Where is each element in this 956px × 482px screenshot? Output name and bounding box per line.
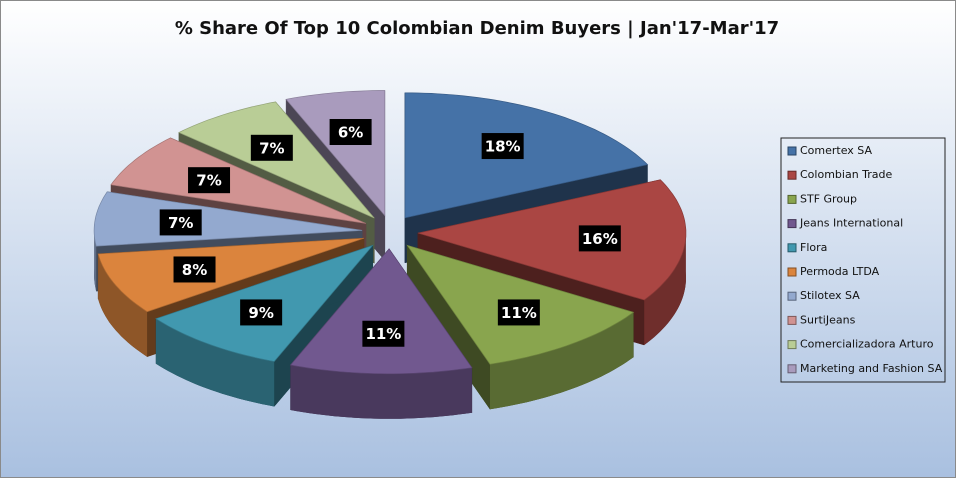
data-label: 18% [485,138,521,156]
slice-side [644,233,686,345]
slice-side [490,312,634,410]
data-label: 9% [248,304,273,322]
legend-swatch [787,291,797,301]
data-label-box [173,256,216,283]
data-label: 16% [582,230,618,248]
slice [289,248,473,375]
data-label-box [159,209,202,236]
slice-side [156,318,275,407]
legend-label: Comertex SA [800,144,872,157]
data-label: 7% [196,172,221,190]
slice [110,137,367,224]
legend-swatch [787,364,797,374]
data-label-box [362,320,405,347]
chart-title: % Share Of Top 10 Colombian Denim Buyers… [175,18,779,39]
legend-swatch [787,146,797,156]
slice [97,237,365,313]
data-label: 7% [168,214,193,232]
data-label: 11% [501,304,537,322]
legend-box [780,137,946,383]
legend-swatch [787,219,797,229]
legend-label: STF Group [800,192,857,205]
slice-side [98,253,148,357]
legend-swatch [787,243,797,253]
legend-swatch [787,315,797,325]
data-label-box [240,299,283,326]
slice-side [94,230,97,292]
legend-label: Stilotex SA [800,289,860,302]
legend-label: Colombian Trade [800,168,893,181]
data-label-box [497,299,540,326]
legend-label: Flora [800,241,827,254]
legend-label: SurtiJeans [800,313,856,326]
slice-group [289,248,473,419]
legend-label: Jeans International [799,217,903,230]
data-label-box [188,167,231,194]
legend-label: Comercializadora Arturo [800,338,934,351]
legend-swatch [787,267,797,277]
slice [404,92,649,219]
data-label-box [329,119,372,146]
legend-swatch [787,194,797,204]
data-label-box [578,225,621,252]
legend-label: Marketing and Fashion SA [800,362,943,375]
legend-swatch [787,340,797,350]
slice [417,179,687,301]
legend-swatch [787,170,797,180]
slice-side [290,365,472,419]
data-label: 7% [259,139,284,157]
data-label: 8% [182,261,207,279]
data-label: 6% [338,124,363,142]
legend-label: Permoda LTDA [800,265,880,278]
data-label: 11% [365,325,401,343]
data-label-box [250,134,293,161]
data-label-box [481,133,524,160]
